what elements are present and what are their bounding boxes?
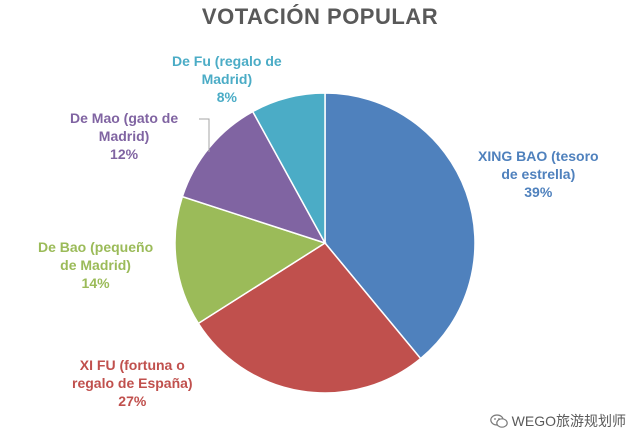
slice-percent: 14% [81,275,110,291]
slice-label-line: regalo de España) [72,375,193,391]
slice-label-line: XI FU (fortuna o [79,357,185,373]
pie-slice-0 [324,92,476,360]
slice-label-line: de Madrid) [60,257,131,273]
slice-label-line: De Mao (gato de [70,110,179,126]
slice-label-line: De Fu (regalo de [172,53,282,69]
slice-label-line: de estrella) [501,166,576,182]
slice-label-de-bao: De Bao (pequeño de Madrid) 14% [38,238,153,292]
slice-label-line: Madrid) [201,71,253,87]
pie-slice-2 [174,195,327,325]
slice-percent: 39% [524,184,553,200]
chart-title: VOTACIÓN POPULAR [201,4,439,29]
slice-label-xi-fu: XI FU (fortuna o regalo de España) 27% [72,356,193,410]
pie-slice-4 [251,92,326,244]
slice-label-line: De Bao (pequeño [38,239,154,255]
leader-line [199,118,210,152]
slice-percent: 27% [118,393,147,409]
slice-label-de-mao: De Mao (gato de Madrid) 12% [70,109,178,163]
slice-label-line: Madrid) [98,128,150,144]
watermark-text: WEGO旅游规划师 [511,413,626,429]
watermark: WEGO旅游规划师 [489,411,626,431]
slice-label-xing-bao: XING BAO (tesoro de estrella) 39% [478,147,599,201]
slice-label-line: XING BAO (tesoro [478,148,599,164]
slice-percent: 8% [216,89,237,105]
slice-percent: 12% [110,146,139,162]
pie-slice-1 [197,242,422,394]
slice-label-de-fu: De Fu (regalo de Madrid) 8% [172,52,282,106]
wechat-icon [489,414,508,428]
